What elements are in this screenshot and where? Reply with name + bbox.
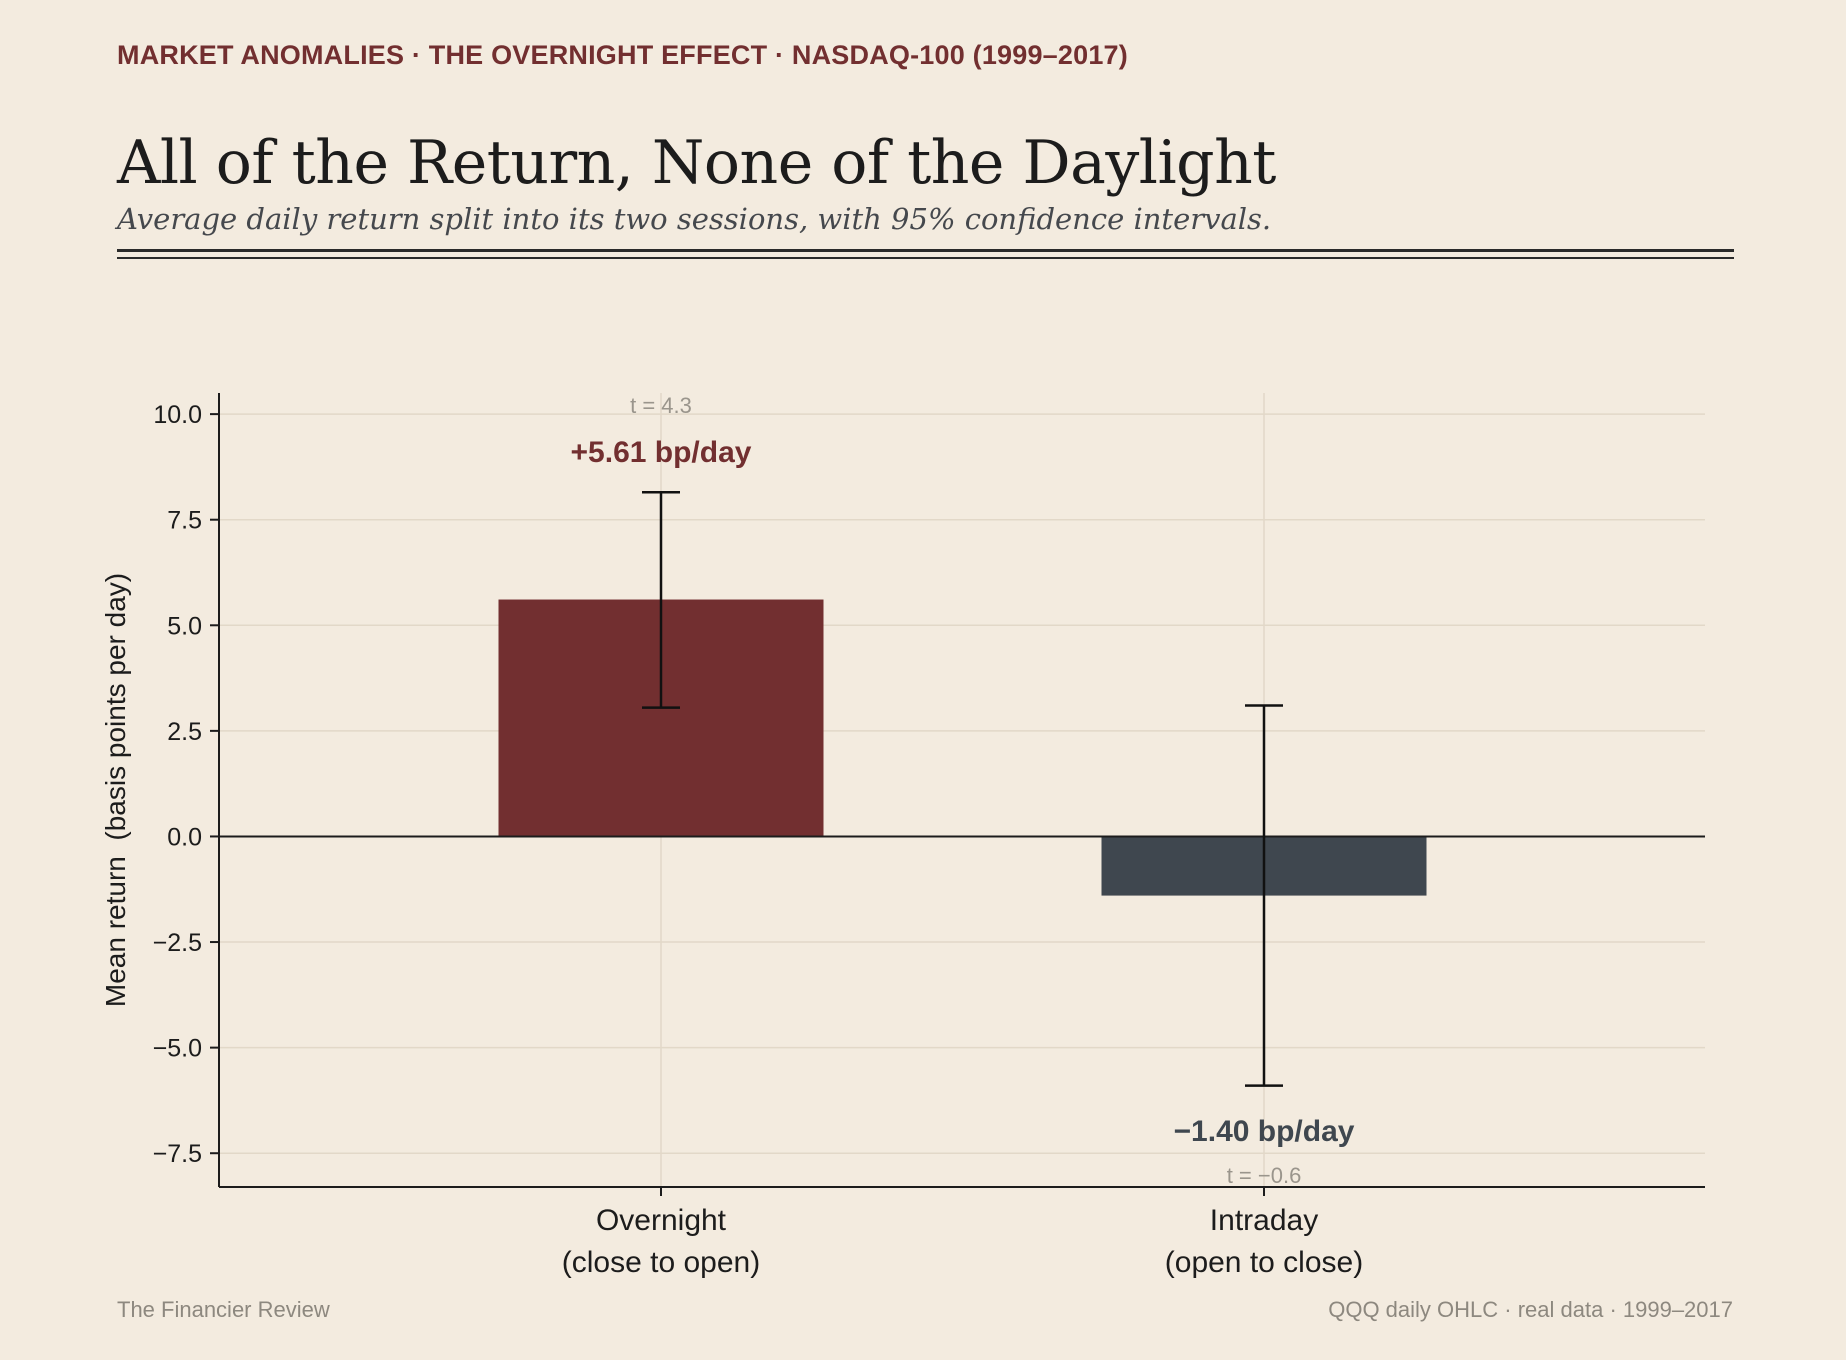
chart-subtitle: Average daily return split into its two … — [117, 202, 1272, 236]
x-tick-label: Overnight — [596, 1204, 727, 1237]
data-label-tstat: t = −0.6 — [1227, 1163, 1302, 1188]
y-tick-label: 7.5 — [167, 507, 202, 535]
y-tick-label: 5.0 — [167, 612, 202, 640]
y-axis-label: Mean return (basis points per day) — [100, 573, 131, 1007]
error-bar — [1245, 704, 1283, 1087]
data-label-value: −1.40 bp/day — [1174, 1115, 1355, 1148]
footer-source: QQQ daily OHLC · real data · 1999–2017 — [1328, 1297, 1733, 1322]
footer-publication: The Financier Review — [117, 1297, 330, 1322]
y-tick-label: 10.0 — [153, 401, 202, 429]
header-rule-thin — [117, 257, 1734, 259]
y-tick-label: −2.5 — [153, 929, 202, 957]
y-tick-label: −5.0 — [153, 1035, 202, 1063]
x-tick-label: (close to open) — [562, 1246, 760, 1279]
data-label-value: +5.61 bp/day — [571, 436, 752, 469]
kicker-label: MARKET ANOMALIES · THE OVERNIGHT EFFECT … — [117, 40, 1128, 70]
y-tick-label: 2.5 — [167, 718, 202, 746]
x-tick-label: Intraday — [1210, 1204, 1318, 1237]
x-tick-label: (open to close) — [1165, 1246, 1363, 1279]
y-tick-label: −7.5 — [153, 1140, 202, 1168]
data-label-tstat: t = 4.3 — [630, 393, 692, 418]
y-tick-label: 0.0 — [167, 823, 202, 851]
chart-title: All of the Return, None of the Daylight — [117, 128, 1276, 198]
header-rule-thick — [117, 249, 1734, 252]
error-bar — [642, 491, 680, 709]
